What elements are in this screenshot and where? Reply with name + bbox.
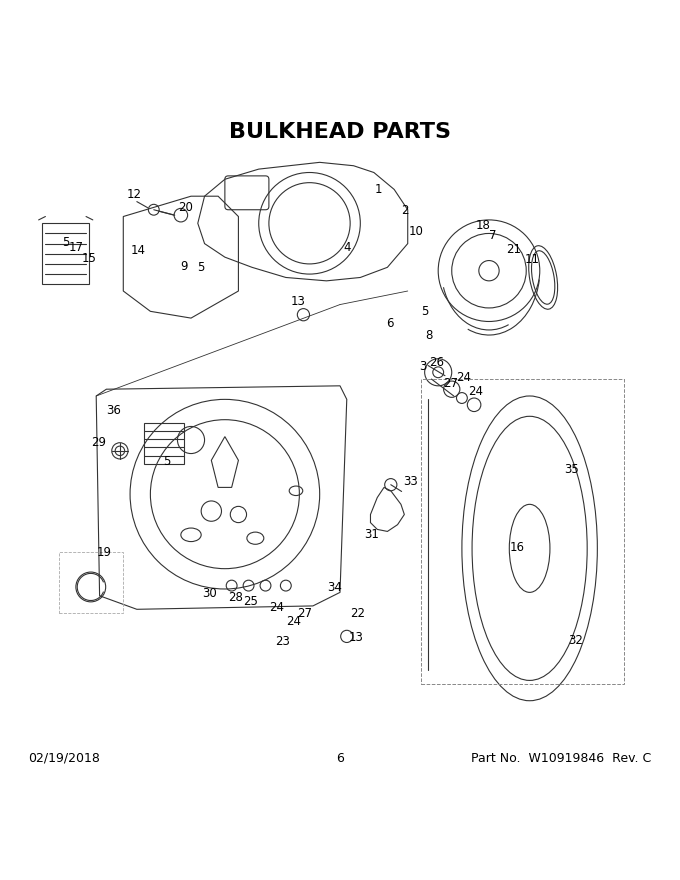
Text: 33: 33 <box>403 475 418 488</box>
Text: 10: 10 <box>409 225 423 238</box>
Text: 24: 24 <box>269 601 284 614</box>
Text: BULKHEAD PARTS: BULKHEAD PARTS <box>229 121 451 142</box>
Text: Part No.  W10919846  Rev. C: Part No. W10919846 Rev. C <box>471 752 651 765</box>
Text: 21: 21 <box>506 243 521 255</box>
Text: 31: 31 <box>364 528 379 541</box>
Text: 5: 5 <box>62 236 69 249</box>
Text: 34: 34 <box>327 581 342 594</box>
Text: 30: 30 <box>203 587 218 599</box>
Text: 27: 27 <box>297 607 312 620</box>
Text: 22: 22 <box>350 607 365 620</box>
Text: 17: 17 <box>69 241 84 254</box>
Text: 27: 27 <box>443 377 458 390</box>
Text: 24: 24 <box>456 371 471 385</box>
Text: 3: 3 <box>419 360 426 373</box>
Text: 1: 1 <box>374 183 381 196</box>
Text: 8: 8 <box>426 328 433 341</box>
Bar <box>59 552 123 612</box>
Text: 19: 19 <box>97 546 112 559</box>
Bar <box>143 423 184 464</box>
Text: 4: 4 <box>343 241 350 254</box>
Text: 28: 28 <box>228 590 243 604</box>
Text: 12: 12 <box>126 188 141 202</box>
Text: 25: 25 <box>243 595 258 608</box>
Bar <box>42 224 90 284</box>
Text: 5: 5 <box>164 455 171 468</box>
Text: 36: 36 <box>105 404 120 417</box>
Text: 15: 15 <box>82 252 97 265</box>
Bar <box>422 379 624 684</box>
Text: 2: 2 <box>401 204 409 217</box>
Text: 6: 6 <box>336 752 344 765</box>
Text: 13: 13 <box>290 296 305 308</box>
Text: 18: 18 <box>476 219 491 232</box>
Text: 6: 6 <box>386 317 394 330</box>
Text: 14: 14 <box>131 244 146 257</box>
Text: 23: 23 <box>275 635 290 649</box>
Text: 24: 24 <box>286 615 301 628</box>
Text: 11: 11 <box>525 253 540 267</box>
Text: 9: 9 <box>180 260 188 273</box>
Text: 5: 5 <box>421 304 428 318</box>
Text: 26: 26 <box>428 356 443 370</box>
Text: 13: 13 <box>349 631 364 644</box>
Text: 32: 32 <box>568 634 583 647</box>
Text: 20: 20 <box>178 201 193 214</box>
Text: 35: 35 <box>564 463 579 476</box>
Text: 02/19/2018: 02/19/2018 <box>29 752 101 765</box>
Text: 16: 16 <box>510 540 525 554</box>
Text: 29: 29 <box>91 436 106 449</box>
Text: 24: 24 <box>468 385 483 398</box>
Text: 7: 7 <box>490 229 497 242</box>
Text: 5: 5 <box>197 261 204 275</box>
